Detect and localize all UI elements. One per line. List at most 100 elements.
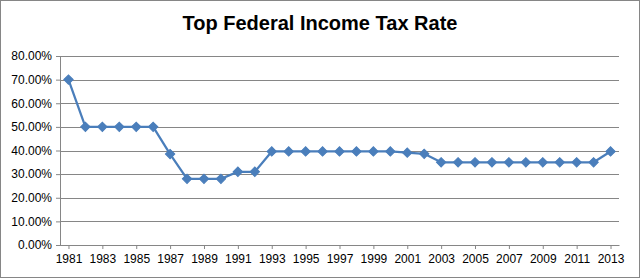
x-tick-label: 2005	[462, 252, 489, 266]
grid-line	[60, 221, 619, 222]
y-tick-label: 30.00%	[11, 167, 52, 181]
marker	[148, 122, 157, 131]
y-tick-mark	[56, 174, 60, 175]
x-tick-mark	[204, 245, 205, 249]
x-tick: 2005	[462, 245, 489, 266]
x-tick: 1985	[123, 245, 150, 266]
x-tick-mark	[543, 245, 544, 249]
marker	[318, 147, 327, 156]
y-tick-label: 10.00%	[11, 215, 52, 229]
marker	[165, 149, 174, 158]
chart-border	[1, 1, 640, 278]
marker	[521, 158, 530, 167]
x-tick-mark	[340, 245, 341, 249]
plot-area	[64, 75, 615, 184]
x-tick-label: 1981	[56, 252, 83, 266]
y-tick-label: 60.00%	[11, 97, 52, 111]
marker	[352, 147, 361, 156]
x-tick: 2013	[598, 245, 625, 266]
chart: Top Federal Income Tax Rate 0.00% 10.00% 20…	[0, 0, 640, 278]
x-tick-label: 1999	[361, 252, 388, 266]
y-tick-mark	[56, 103, 60, 104]
x-tick-label: 2003	[428, 252, 455, 266]
grid-line	[60, 80, 619, 81]
x-tick: 2001	[394, 245, 421, 266]
x-tick-mark	[577, 245, 578, 249]
marker	[436, 158, 445, 167]
marker	[233, 167, 242, 176]
y-tick-label: 70.00%	[11, 73, 52, 87]
grid-line	[60, 56, 619, 57]
x-tick-mark	[611, 245, 612, 249]
x-tick-label: 1995	[293, 252, 320, 266]
y-tick-mark	[56, 245, 60, 246]
y-tick: 70.00%	[11, 73, 60, 87]
y-tick-label: 0.00%	[18, 238, 52, 252]
x-tick-mark	[407, 245, 408, 249]
x-tick-mark	[509, 245, 510, 249]
marker	[504, 158, 513, 167]
series-line	[68, 80, 610, 179]
x-tick-label: 1989	[191, 252, 218, 266]
marker	[606, 147, 615, 156]
marker	[199, 174, 208, 183]
marker	[403, 148, 412, 157]
x-tick: 2009	[530, 245, 557, 266]
marker	[115, 122, 124, 131]
y-axis-line	[60, 57, 61, 246]
x-tick-mark	[475, 245, 476, 249]
y-tick-mark	[56, 221, 60, 222]
y-tick-mark	[56, 80, 60, 81]
x-tick: 1991	[225, 245, 252, 266]
grid	[60, 57, 619, 246]
x-tick: 1983	[89, 245, 116, 266]
x-tick-label: 1987	[157, 252, 184, 266]
marker	[132, 122, 141, 131]
x-tick-label: 1997	[327, 252, 354, 266]
x-tick-mark	[170, 245, 171, 249]
x-tick-label: 2007	[496, 252, 523, 266]
marker	[182, 174, 191, 183]
marker	[453, 158, 462, 167]
y-tick: 20.00%	[11, 191, 60, 205]
title: Top Federal Income Tax Rate	[183, 12, 458, 34]
x-tick-mark	[272, 245, 273, 249]
x-tick: 1993	[259, 245, 286, 266]
y-tick: 40.00%	[11, 144, 60, 158]
marker	[420, 149, 429, 158]
x-tick: 2007	[496, 245, 523, 266]
x-tick: 1997	[327, 245, 354, 266]
y-tick: 80.00%	[11, 49, 60, 63]
x-tick: 1989	[191, 245, 218, 266]
y-tick: 0.00%	[18, 238, 60, 252]
y-tick-mark	[56, 151, 60, 152]
y-tick: 10.00%	[11, 215, 60, 229]
x-tick-mark	[373, 245, 374, 249]
x-tick-label: 1983	[89, 252, 116, 266]
y-tick-mark	[56, 127, 60, 128]
x-tick: 1995	[293, 245, 320, 266]
y-tick-label: 40.00%	[11, 144, 52, 158]
x-tick-label: 2009	[530, 252, 557, 266]
grid-line	[60, 103, 619, 104]
y-tick-label: 50.00%	[11, 120, 52, 134]
x-tick-mark	[306, 245, 307, 249]
grid-line	[60, 174, 619, 175]
y-tick-mark	[56, 198, 60, 199]
x-tick-mark	[68, 245, 69, 249]
x-tick-mark	[136, 245, 137, 249]
marker	[81, 122, 90, 131]
marker	[250, 167, 259, 176]
marker	[589, 158, 598, 167]
x-tick-mark	[441, 245, 442, 249]
x-tick-mark	[238, 245, 239, 249]
y-tick: 60.00%	[11, 97, 60, 111]
marker	[538, 158, 547, 167]
grid-line	[60, 198, 619, 199]
marker	[555, 158, 564, 167]
y-tick: 50.00%	[11, 120, 60, 134]
x-tick-label: 1985	[123, 252, 150, 266]
x-tick: 1999	[361, 245, 388, 266]
x-tick: 1981	[56, 245, 83, 266]
x-tick-label: 1991	[225, 252, 252, 266]
